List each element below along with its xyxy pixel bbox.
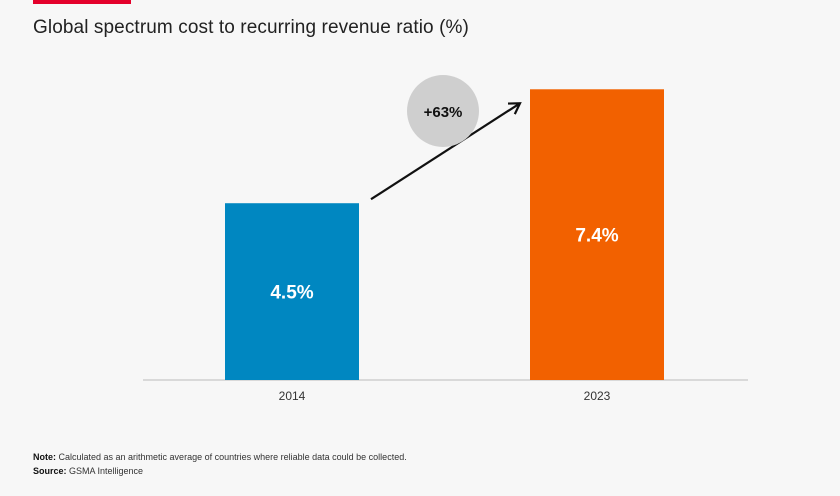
tick-label-2023: 2023 — [584, 389, 611, 403]
source-text: GSMA Intelligence — [66, 466, 144, 476]
growth-annotation-label: +63% — [424, 104, 463, 121]
tick-label-2014: 2014 — [279, 389, 306, 403]
data-label-2023: 7.4% — [575, 226, 618, 247]
bar-2023 — [530, 89, 664, 381]
growth-arrow-head — [507, 102, 522, 115]
footnote-note: Note: Calculated as an arithmetic averag… — [33, 452, 407, 462]
bar-2014 — [225, 203, 359, 380]
note-label: Note: — [33, 452, 56, 462]
data-label-2014: 4.5% — [270, 283, 313, 304]
chart-title: Global spectrum cost to recurring revenu… — [33, 17, 469, 38]
note-text: Calculated as an arithmetic average of c… — [56, 452, 407, 462]
bar-chart: 4.5% 2014 7.4% 2023 +63% — [143, 75, 748, 403]
growth-annotation-bubble — [407, 75, 479, 147]
growth-arrow-line — [370, 102, 521, 201]
source-label: Source: — [33, 466, 67, 476]
footnote-source: Source: GSMA Intelligence — [33, 466, 143, 476]
accent-bar — [33, 0, 131, 4]
